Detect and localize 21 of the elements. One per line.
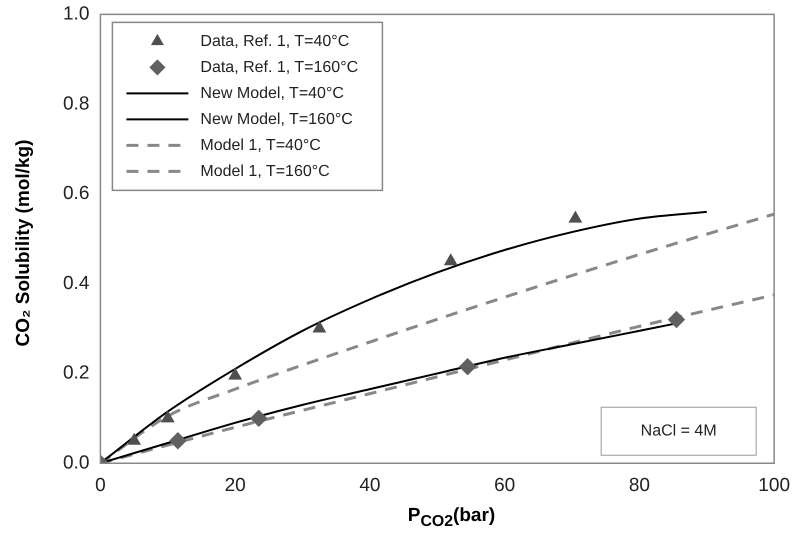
y-tick-label: 1.0: [62, 4, 90, 25]
x-tick-label: 40: [359, 474, 380, 496]
x-tick-label: 0: [95, 474, 106, 496]
y-tick-label: 0.2: [62, 362, 90, 384]
x-tick-label: 60: [494, 474, 516, 496]
legend-label: Data, Ref. 1, T=160°C: [200, 58, 358, 76]
legend-label: New Model, T=160°C: [200, 110, 353, 128]
x-tick-label: 80: [628, 474, 650, 496]
y-tick-label: 0.8: [62, 93, 90, 114]
x-tick-label: 100: [758, 474, 790, 496]
legend-label: New Model, T=40°C: [200, 84, 344, 102]
legend-label: Model 1, T=160°C: [200, 162, 330, 180]
y-tick-label: 0.0: [62, 452, 90, 474]
y-tick-label: 0.4: [62, 272, 90, 294]
x-axis-title: P$_{CO2}$(bar): [406, 505, 496, 531]
y-tick-label: 0.6: [62, 183, 90, 204]
legend-label: Data, Ref. 1, T=40°C: [200, 32, 350, 50]
y-axis-title: CO₂ Solubility (mol/kg): [13, 138, 35, 348]
annotation: NaCl = 4M: [640, 422, 717, 440]
legend-label: Model 1, T=40°C: [200, 136, 321, 154]
x-tick-label: 20: [224, 474, 246, 496]
